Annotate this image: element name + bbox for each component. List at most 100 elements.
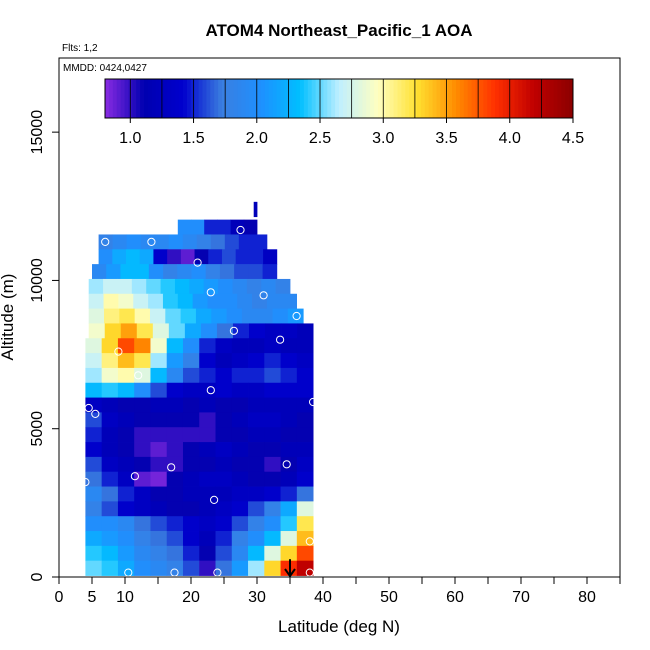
colorbar-segment bbox=[350, 79, 355, 118]
colorbar-segment bbox=[358, 79, 363, 118]
x-tick-label: 0 bbox=[55, 589, 64, 606]
heatmap-cell bbox=[215, 560, 233, 576]
heatmap-cell bbox=[153, 249, 168, 265]
dates-label: MMDD: 0424,0427 bbox=[63, 63, 147, 74]
heatmap-cell bbox=[249, 249, 264, 265]
colorbar-segment bbox=[354, 79, 359, 118]
heatmap-cell bbox=[296, 471, 314, 487]
colorbar-segment bbox=[448, 79, 453, 118]
heatmap-cell bbox=[167, 249, 182, 265]
colorbar-segment bbox=[475, 79, 480, 118]
heatmap-cell bbox=[264, 397, 281, 413]
heatmap-cell bbox=[296, 442, 314, 458]
colorbar-segment bbox=[389, 79, 394, 118]
heatmap-cell bbox=[101, 382, 119, 398]
heatmap-cell bbox=[126, 234, 142, 250]
colorbar-segment bbox=[456, 79, 461, 118]
colorbar-segment bbox=[151, 79, 157, 118]
colorbar-segment bbox=[393, 79, 398, 118]
colorbar-segment bbox=[303, 79, 309, 118]
sample-point bbox=[309, 397, 318, 407]
heatmap-cell bbox=[215, 471, 233, 487]
sample-point bbox=[81, 478, 90, 487]
heatmap-cell bbox=[262, 264, 278, 280]
heatmap-cell bbox=[182, 427, 200, 443]
x-axis-label: Latitude (deg N) bbox=[278, 617, 400, 636]
colorbar-segment bbox=[526, 79, 531, 118]
heatmap-cell bbox=[296, 545, 314, 562]
colorbar-segment bbox=[530, 79, 535, 118]
heatmap-cell bbox=[248, 471, 265, 487]
colorbar-segment bbox=[514, 79, 519, 118]
colorbar-segment bbox=[553, 79, 558, 118]
colorbar-segment bbox=[541, 79, 547, 118]
heatmap-cell bbox=[230, 219, 245, 235]
heatmap-cell bbox=[150, 560, 168, 576]
heatmap-cell bbox=[134, 531, 151, 547]
heatmap-cell bbox=[150, 442, 168, 458]
heatmap-cell bbox=[248, 486, 265, 502]
colorbar-segment bbox=[362, 79, 367, 118]
heatmap-cell bbox=[264, 560, 281, 576]
heatmap-cell bbox=[180, 249, 195, 265]
heatmap-cell bbox=[182, 353, 200, 369]
heatmap-cell bbox=[119, 308, 136, 324]
colorbar-segment bbox=[569, 79, 574, 118]
heatmap-cell bbox=[264, 545, 281, 562]
heatmap-cell bbox=[166, 382, 184, 398]
heatmap-cell bbox=[266, 293, 283, 309]
colorbar-segment bbox=[420, 79, 426, 118]
colorbar-segment bbox=[487, 79, 492, 118]
heatmap-cell bbox=[264, 382, 281, 398]
colorbar-tick-label: 1.5 bbox=[182, 130, 204, 147]
colorbar-segment bbox=[229, 79, 235, 118]
heatmap-cell bbox=[226, 308, 243, 324]
heatmap-cell bbox=[218, 278, 233, 295]
colorbar-segment bbox=[440, 79, 445, 118]
heatmap-cell bbox=[215, 545, 233, 562]
heatmap-cell bbox=[134, 382, 151, 398]
heatmap-cell bbox=[177, 293, 194, 309]
colorbar-segment bbox=[167, 79, 172, 118]
heatmap-cell bbox=[224, 234, 240, 250]
heatmap-cell bbox=[85, 382, 103, 398]
heatmap-cell bbox=[296, 501, 314, 517]
colorbar-segment bbox=[144, 79, 149, 118]
heatmap-cell bbox=[166, 545, 184, 562]
heatmap-cell bbox=[166, 531, 184, 547]
heatmap-cell bbox=[85, 486, 103, 502]
heatmap-cell bbox=[205, 264, 221, 280]
colorbar-segment bbox=[147, 79, 153, 118]
heatmap-cell bbox=[248, 442, 265, 458]
heatmap-cell bbox=[199, 501, 216, 517]
heatmap-cell bbox=[150, 531, 168, 547]
heatmap-cell bbox=[150, 486, 168, 502]
heatmap-cell bbox=[264, 516, 281, 532]
colorbar-segment bbox=[561, 79, 566, 118]
heatmap-cell bbox=[154, 234, 170, 250]
colorbar-segment bbox=[463, 79, 469, 118]
colorbar-segment bbox=[171, 79, 176, 118]
heatmap-cell bbox=[235, 249, 250, 265]
heatmap-cell bbox=[162, 293, 179, 309]
heatmap-cell bbox=[166, 442, 184, 458]
colorbar-segment bbox=[253, 79, 258, 118]
colorbar-segment bbox=[428, 79, 433, 118]
heatmap-cell bbox=[203, 278, 219, 295]
heatmap-cell bbox=[120, 264, 136, 280]
heatmap-cell bbox=[241, 308, 258, 324]
heatmap-cell bbox=[182, 516, 200, 532]
colorbar-segment bbox=[268, 79, 274, 118]
colorbar-segment bbox=[300, 79, 305, 118]
heatmap-cell bbox=[280, 442, 298, 458]
heatmap-cell bbox=[199, 531, 216, 547]
heatmap-cell bbox=[248, 338, 265, 354]
colorbar-segment bbox=[108, 79, 114, 118]
sample-point bbox=[210, 495, 219, 504]
heatmap-cell bbox=[85, 338, 103, 354]
heatmap-cell bbox=[296, 531, 314, 547]
colorbar-segment bbox=[276, 79, 281, 118]
heatmap-cell bbox=[272, 308, 289, 324]
colorbar-segment bbox=[311, 79, 316, 118]
heatmap-cell bbox=[134, 545, 151, 562]
